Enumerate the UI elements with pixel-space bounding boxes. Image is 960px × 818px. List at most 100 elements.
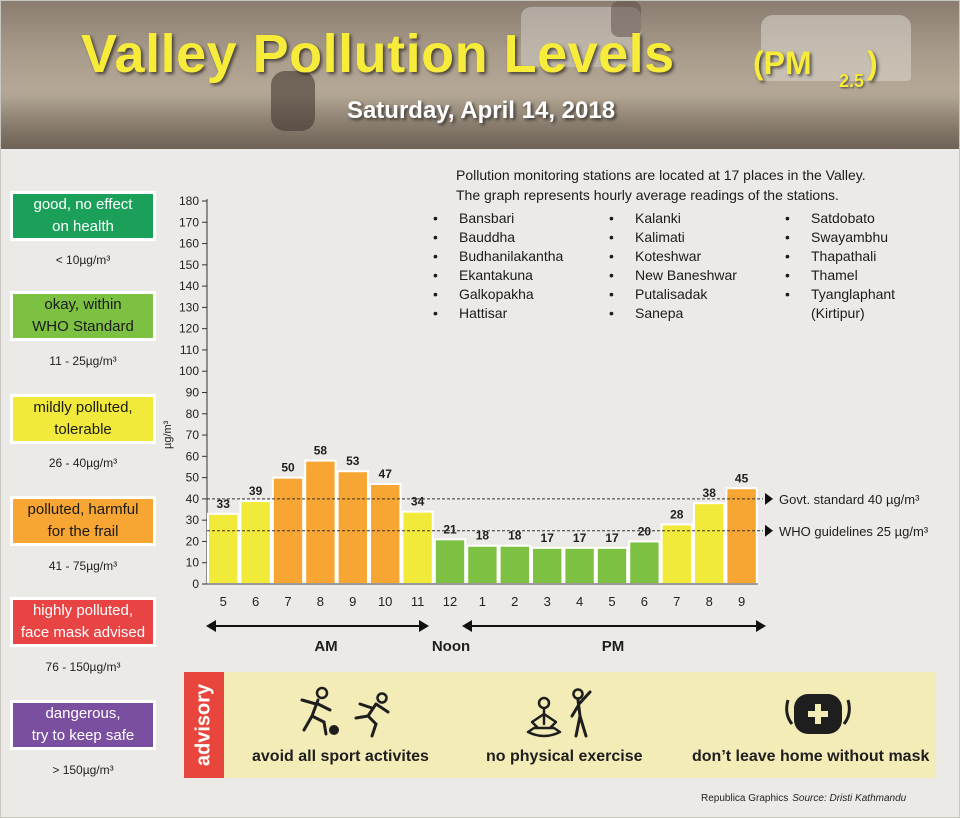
legend-label-line2: WHO Standard — [32, 318, 134, 335]
y-tick-label: 40 — [186, 492, 200, 506]
y-tick-label: 90 — [186, 386, 200, 400]
station-item: Putalisadak — [609, 285, 737, 304]
bar — [660, 523, 693, 586]
advisory-sports: avoid all sport activites — [252, 748, 429, 765]
x-tick-label: 2 — [511, 594, 518, 609]
face-mask-icon — [785, 694, 851, 734]
title-close-paren: ) — [867, 45, 878, 81]
bar-value-label: 21 — [443, 522, 457, 536]
x-tick-label: 4 — [576, 594, 583, 609]
source-credit: Source: Dristi Kathmandu — [792, 793, 907, 804]
legend-box-highly-polluted: highly polluted, face mask advised — [10, 597, 156, 647]
x-tick-label: 3 — [544, 594, 551, 609]
x-tick-label: 8 — [706, 594, 713, 609]
bar — [595, 546, 629, 585]
legend-label-line1: highly polluted, — [32, 602, 134, 619]
x-tick-label: 7 — [673, 594, 680, 609]
credit-line: Republica Graphics Source: Dristi Kathman… — [701, 793, 906, 804]
background-pedestrian — [611, 1, 641, 37]
y-tick-label: 130 — [179, 300, 199, 314]
y-tick-label: 100 — [179, 364, 199, 378]
y-tick-label: 80 — [186, 407, 200, 421]
bar — [498, 544, 532, 586]
reference-label: Govt. standard 40 µg/m³ — [779, 492, 920, 507]
noon-label: Noon — [432, 638, 470, 655]
bar-value-label: 17 — [573, 531, 587, 545]
bar-value-label: 47 — [379, 467, 393, 481]
stations-column-1: Bansbari Bauddha Budhanilakantha Ekantak… — [433, 209, 563, 323]
am-label: AM — [314, 638, 337, 655]
y-tick-label: 30 — [186, 513, 200, 527]
bar-value-label: 45 — [735, 471, 749, 485]
legend-label-line1: dangerous, — [45, 705, 121, 722]
legend-label-line2: face mask advised — [20, 624, 146, 641]
bar — [693, 502, 726, 585]
station-item: Bansbari — [433, 209, 563, 228]
bar — [433, 538, 467, 585]
y-tick-label: 20 — [186, 534, 200, 548]
x-tick-label: 5 — [220, 594, 227, 609]
legend-box-okay: okay, within WHO Standard — [10, 291, 156, 341]
y-tick-label: 120 — [179, 322, 199, 336]
bar-value-label: 50 — [281, 461, 295, 475]
bar-value-label: 39 — [249, 484, 263, 498]
bar-value-label: 58 — [314, 444, 328, 458]
y-tick-label: 160 — [179, 237, 199, 251]
legend-label-line2: on health — [52, 218, 114, 235]
am-right-arrow — [419, 620, 429, 632]
legend-label-line2: for the frail — [47, 523, 119, 540]
reference-label: WHO guidelines 25 µg/m³ — [779, 524, 929, 539]
bar-value-label: 18 — [508, 529, 522, 543]
bar — [304, 459, 337, 586]
bar-value-label: 38 — [703, 486, 717, 500]
meditation-icon — [526, 696, 562, 738]
bar-value-label: 17 — [605, 531, 619, 545]
bar — [401, 510, 434, 585]
x-tick-label: 6 — [641, 594, 648, 609]
legend-box-good: good, no effect on health — [10, 191, 156, 241]
publisher-credit: Republica Graphics — [701, 793, 789, 804]
bar-value-label: 28 — [670, 507, 684, 521]
station-item: Satdobato — [785, 209, 895, 228]
y-tick-label: 170 — [179, 215, 199, 229]
bar — [628, 540, 661, 586]
stations-intro-line2: The graph represents hourly average read… — [456, 187, 839, 203]
background-street — [1, 89, 959, 149]
title-pm: (PM — [753, 45, 812, 81]
station-item: Galkopakha — [433, 285, 563, 304]
bar-value-label: 18 — [476, 529, 490, 543]
station-item: Koteshwar — [609, 247, 737, 266]
pm-left-arrow — [462, 620, 472, 632]
advisory-panel: advisory avoid all sport activites no ph… — [184, 672, 936, 778]
y-tick-label: 60 — [186, 449, 200, 463]
reference-arrow — [765, 492, 773, 505]
bar — [563, 546, 596, 585]
bar-value-label: 34 — [411, 495, 425, 509]
station-item: Kalimati — [609, 228, 737, 247]
station-item: Ekantakuna — [433, 266, 563, 285]
y-tick-label: 70 — [186, 428, 200, 442]
page-date: Saturday, April 14, 2018 — [346, 97, 616, 124]
y-axis-label: µg/m³ — [162, 420, 174, 449]
station-item: Budhanilakantha — [433, 247, 563, 266]
background-suv — [761, 15, 911, 81]
y-tick-label: 50 — [186, 471, 200, 485]
header-banner: Valley Pollution Levels (PM 2.5 ) Saturd… — [1, 1, 959, 149]
station-item: New Baneshwar — [609, 266, 737, 285]
bar — [239, 500, 272, 585]
legend-range-good: < 10µg/m³ — [55, 253, 111, 267]
legend-label-line2: try to keep safe — [31, 727, 135, 744]
bar — [271, 476, 305, 585]
legend-range-okay: 11 - 25µg/m³ — [49, 354, 117, 368]
pm-right-arrow — [756, 620, 766, 632]
stations-column-2: Kalanki Kalimati Koteshwar New Baneshwar… — [609, 209, 737, 323]
x-tick-label: 10 — [378, 594, 392, 609]
legend-label-line1: good, no effect — [33, 196, 133, 213]
advisory-exercise: no physical exercise — [486, 748, 643, 765]
bar — [369, 482, 402, 585]
station-item-continuation: (Kirtipur) — [811, 305, 865, 321]
pm-label: PM — [602, 638, 625, 655]
x-tick-label: 12 — [443, 594, 457, 609]
station-item: Thamel — [785, 266, 895, 285]
